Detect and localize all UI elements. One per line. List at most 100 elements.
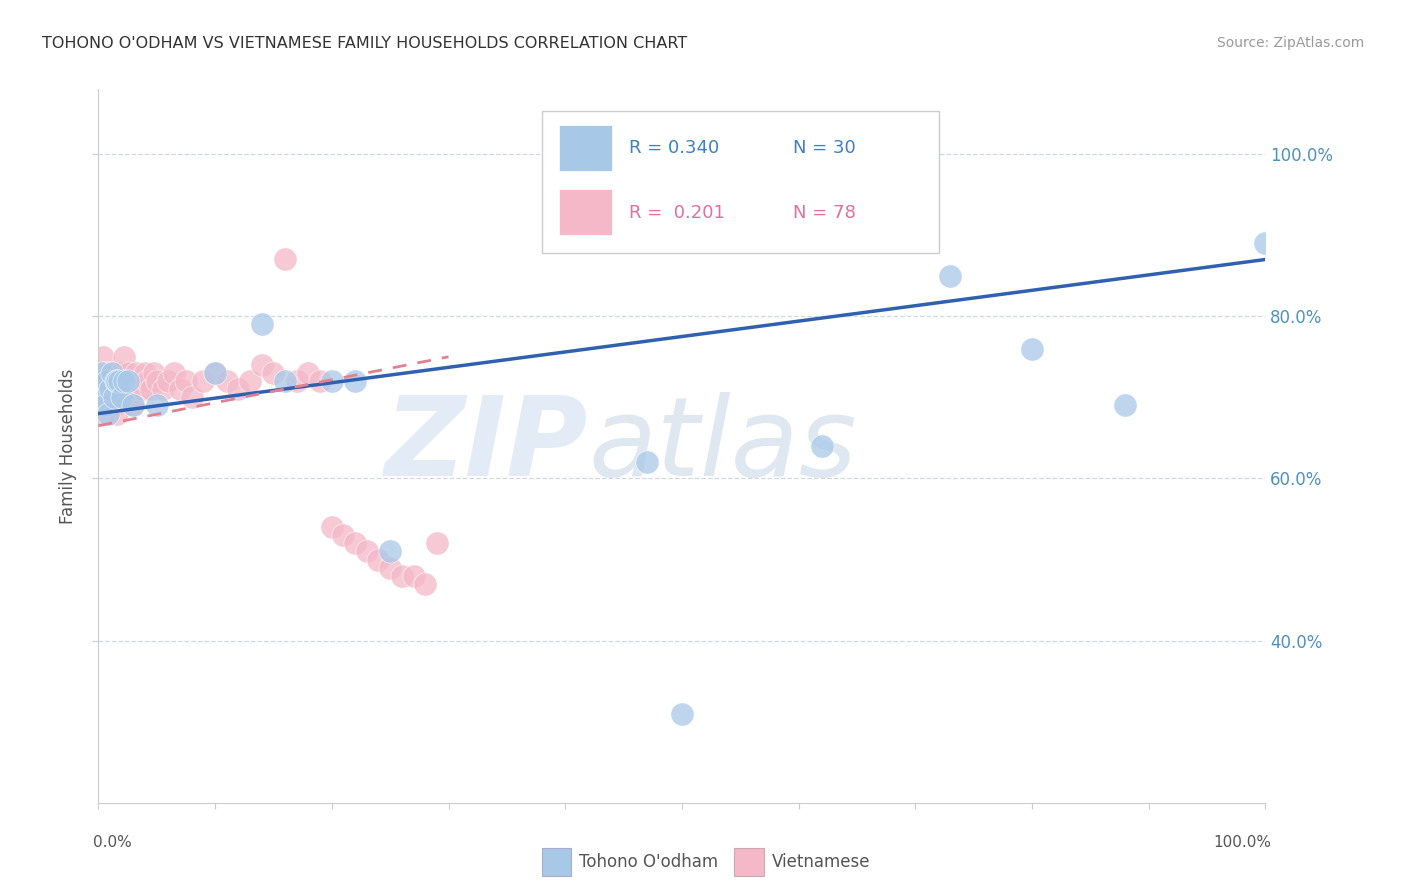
Point — [105, 374, 128, 388]
Point — [93, 390, 115, 404]
Point — [108, 374, 131, 388]
Point — [111, 374, 134, 388]
Point — [112, 350, 135, 364]
Point — [367, 552, 389, 566]
Point — [344, 536, 367, 550]
FancyBboxPatch shape — [541, 111, 939, 253]
Point — [636, 455, 658, 469]
Point — [204, 366, 226, 380]
Text: Vietnamese: Vietnamese — [772, 853, 870, 871]
Point — [174, 374, 197, 388]
Point — [163, 366, 186, 380]
Point — [90, 374, 112, 388]
FancyBboxPatch shape — [560, 189, 612, 235]
Point — [101, 382, 124, 396]
Point — [157, 374, 180, 388]
Point — [100, 390, 122, 404]
Point — [122, 399, 145, 413]
Point — [89, 382, 111, 396]
Point — [671, 706, 693, 721]
Point — [380, 544, 402, 558]
Point — [91, 350, 114, 364]
Text: N = 78: N = 78 — [793, 203, 856, 221]
Point — [134, 366, 156, 380]
Point — [228, 382, 250, 396]
Point — [143, 366, 166, 380]
Point — [125, 366, 148, 380]
Point — [108, 374, 131, 388]
Point — [1021, 342, 1043, 356]
Point — [90, 366, 112, 380]
Text: TOHONO O'ODHAM VS VIETNAMESE FAMILY HOUSEHOLDS CORRELATION CHART: TOHONO O'ODHAM VS VIETNAMESE FAMILY HOUS… — [42, 36, 688, 51]
Point — [97, 390, 120, 404]
Text: atlas: atlas — [589, 392, 858, 500]
Point — [97, 366, 120, 380]
Point — [103, 366, 125, 380]
Point — [104, 399, 127, 413]
Text: 0.0%: 0.0% — [93, 835, 131, 850]
Point — [94, 366, 117, 380]
Point — [413, 577, 436, 591]
Text: Source: ZipAtlas.com: Source: ZipAtlas.com — [1216, 36, 1364, 50]
Point — [118, 390, 141, 404]
Point — [97, 374, 120, 388]
Point — [356, 544, 378, 558]
FancyBboxPatch shape — [560, 125, 612, 171]
Point — [128, 374, 150, 388]
Point — [104, 374, 127, 388]
Point — [100, 366, 122, 380]
Point — [91, 374, 114, 388]
Point — [111, 390, 134, 404]
Point — [97, 407, 120, 421]
Point — [250, 318, 273, 332]
Point — [94, 399, 117, 413]
Text: ZIP: ZIP — [385, 392, 589, 500]
Point — [107, 382, 129, 396]
Point — [332, 528, 354, 542]
Point — [104, 374, 127, 388]
Text: 100.0%: 100.0% — [1213, 835, 1271, 850]
Point — [274, 252, 297, 267]
Point — [136, 374, 159, 388]
Point — [274, 374, 297, 388]
Point — [118, 374, 141, 388]
Point — [344, 374, 367, 388]
Point — [309, 374, 332, 388]
Point — [90, 399, 112, 413]
Point — [402, 568, 425, 582]
Point — [811, 439, 834, 453]
Text: Tohono O'odham: Tohono O'odham — [579, 853, 718, 871]
Point — [101, 366, 124, 380]
Point — [96, 399, 118, 413]
Point — [169, 382, 191, 396]
Point — [152, 382, 174, 396]
Point — [115, 382, 138, 396]
Text: N = 30: N = 30 — [793, 139, 855, 157]
Point — [321, 374, 343, 388]
Point — [132, 382, 155, 396]
Point — [110, 366, 132, 380]
Point — [93, 407, 115, 421]
Point — [146, 374, 169, 388]
Text: R = 0.340: R = 0.340 — [630, 139, 720, 157]
Point — [380, 560, 402, 574]
Point — [426, 536, 449, 550]
Point — [98, 374, 121, 388]
Point — [94, 382, 117, 396]
Point — [120, 382, 142, 396]
Point — [104, 374, 127, 388]
Point — [90, 374, 112, 388]
FancyBboxPatch shape — [541, 847, 571, 876]
Point — [105, 407, 128, 421]
Point — [105, 374, 128, 388]
Point — [103, 390, 125, 404]
Point — [146, 399, 169, 413]
Point — [114, 374, 136, 388]
Point — [98, 399, 121, 413]
Point — [180, 390, 202, 404]
Point — [139, 382, 162, 396]
Point — [239, 374, 262, 388]
Point — [250, 358, 273, 372]
Point — [1254, 236, 1277, 251]
Point — [96, 374, 118, 388]
